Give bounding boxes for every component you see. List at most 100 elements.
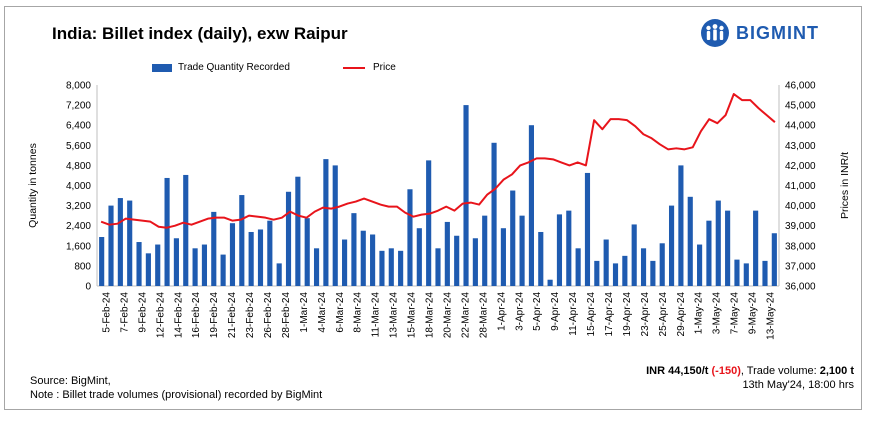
bar-quantity	[99, 237, 105, 286]
legend-line-label: Price	[373, 62, 396, 73]
y2-tick-label: 40,000	[785, 201, 816, 212]
bar-quantity	[379, 250, 385, 286]
bar-quantity	[725, 210, 731, 287]
bar-quantity	[687, 196, 693, 286]
x-tick-label: 3-May-24	[712, 292, 723, 335]
y2-tick-label: 41,000	[785, 181, 816, 192]
x-tick-label: 19-Apr-24	[622, 292, 633, 337]
summary-price: INR 44,150/t	[646, 365, 709, 377]
x-tick-label: 3-Apr-24	[514, 292, 525, 331]
x-tick-label: 6-Mar-24	[335, 292, 346, 333]
source-note: Source: BigMint, Note : Billet trade vol…	[30, 374, 322, 402]
bar-quantity	[538, 231, 544, 286]
bar-quantity	[612, 263, 619, 286]
bar-quantity	[173, 238, 179, 286]
legend-bars: Trade Quantity Recorded	[152, 62, 290, 73]
bigmint-logo-icon	[701, 19, 729, 47]
x-tick-label: 7-Feb-24	[119, 292, 130, 333]
x-tick-label: 17-Apr-24	[604, 292, 615, 337]
bar-quantity	[229, 223, 236, 286]
x-tick-label: 15-Mar-24	[407, 292, 418, 339]
x-tick-label: 4-Mar-24	[317, 292, 328, 333]
x-tick-label: 5-Feb-24	[101, 292, 112, 333]
y2-tick-label: 43,000	[785, 141, 816, 152]
bar-quantity	[454, 235, 460, 286]
bar-quantity	[697, 244, 703, 286]
y-tick-label: 2,400	[66, 221, 91, 232]
y-tick-label: 7,200	[66, 101, 91, 112]
summary-volume-label: Trade volume:	[746, 365, 817, 377]
bar-quantity	[771, 233, 777, 286]
y-tick-label: 8,000	[66, 81, 91, 92]
y-tick-label: 4,000	[66, 181, 91, 192]
legend-line-swatch	[343, 66, 365, 69]
bar-quantity	[678, 165, 684, 286]
bar-quantity	[435, 248, 441, 286]
y2-tick-label: 42,000	[785, 161, 816, 172]
x-tick-label: 13-May-24	[766, 292, 777, 340]
summary-change: (-150)	[711, 365, 741, 377]
x-tick-label: 18-Mar-24	[425, 292, 436, 339]
x-tick-label: 23-Apr-24	[640, 292, 651, 337]
bar-quantity	[370, 234, 376, 286]
bar-quantity	[127, 200, 133, 286]
y-axis-title: Quantity in tonnes	[27, 143, 39, 228]
bar-quantity	[622, 255, 628, 286]
bar-quantity	[201, 244, 208, 286]
price-summary: INR 44,150/t (-150), Trade volume: 2,100…	[646, 364, 854, 392]
bar-quantity	[398, 250, 404, 286]
x-tick-label: 14-Feb-24	[173, 292, 184, 339]
bar-quantity	[519, 215, 525, 286]
summary-volume: 2,100 t	[819, 365, 854, 377]
bar-quantity	[472, 238, 478, 286]
bar-quantity	[668, 205, 675, 286]
bar-quantity	[528, 125, 534, 286]
legend-bar-label: Trade Quantity Recorded	[178, 62, 290, 73]
summary-timestamp: 13th May'24, 18:00 hrs	[742, 379, 854, 391]
y-tick-label: 5,600	[66, 141, 91, 152]
y-tick-label: 6,400	[66, 121, 91, 132]
bar-quantity	[594, 260, 600, 287]
bar-quantity	[164, 177, 170, 286]
chart-title: India: Billet index (daily), exw Raipur	[52, 24, 348, 43]
y2-tick-label: 38,000	[785, 241, 816, 252]
bar-quantity	[566, 210, 572, 287]
bar-quantity	[463, 105, 469, 286]
x-tick-label: 20-Mar-24	[442, 292, 453, 339]
bar-quantity	[117, 198, 123, 286]
y2-tick-label: 45,000	[785, 101, 816, 112]
x-tick-label: 28-Feb-24	[281, 292, 292, 339]
bar-quantity	[267, 220, 273, 286]
x-tick-label: 22-Mar-24	[460, 292, 471, 339]
bar-quantity	[332, 165, 338, 286]
x-tick-label: 29-Apr-24	[676, 292, 687, 337]
x-tick-label: 11-Apr-24	[568, 292, 579, 336]
x-tick-label: 1-May-24	[694, 292, 705, 335]
y-tick-label: 1,600	[66, 241, 91, 252]
bar-quantity	[285, 191, 292, 286]
x-tick-label: 9-May-24	[748, 292, 759, 335]
bar-quantity	[388, 248, 394, 286]
legend-bar-swatch	[152, 63, 172, 72]
bar-quantity	[183, 174, 189, 286]
bar-quantity	[753, 210, 759, 287]
x-tick-label: 21-Feb-24	[227, 292, 238, 339]
y2-tick-label: 46,000	[785, 81, 816, 92]
bar-quantity	[482, 215, 488, 286]
x-tick-label: 1-Mar-24	[299, 292, 310, 333]
x-tick-label: 26-Feb-24	[263, 292, 274, 339]
x-tick-label: 9-Apr-24	[550, 292, 561, 331]
x-tick-label: 23-Feb-24	[245, 292, 256, 339]
bar-quantity	[640, 248, 647, 286]
bar-quantity	[351, 213, 357, 286]
bar-quantity	[323, 159, 329, 286]
bar-quantity	[220, 254, 226, 286]
bar-quantity	[248, 231, 254, 286]
bar-quantity	[631, 224, 637, 286]
x-tick-label: 16-Feb-24	[191, 292, 202, 339]
bar-quantity	[108, 205, 114, 286]
x-tick-label: 5-Apr-24	[532, 292, 543, 331]
bigmint-logo: BIGMINT	[700, 18, 819, 48]
y2-tick-label: 37,000	[785, 261, 816, 272]
